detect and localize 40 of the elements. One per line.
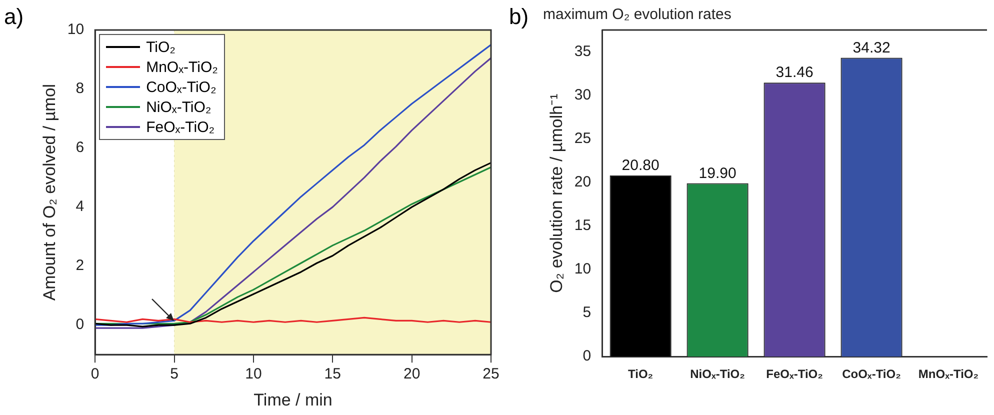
y-tick-label: 20 bbox=[574, 174, 592, 191]
y-tick-label: 10 bbox=[574, 260, 592, 278]
text: b) bbox=[509, 4, 529, 30]
y-tick-label: 4 bbox=[76, 198, 84, 216]
legend-label: MnOₓ-TiO₂ bbox=[146, 58, 218, 76]
data-label: 34.32 bbox=[852, 39, 890, 56]
legend-label: CoOₓ-TiO₂ bbox=[146, 78, 216, 96]
legend-label: TiO₂ bbox=[146, 38, 176, 56]
text: a) bbox=[4, 4, 24, 30]
y-tick-label: 6 bbox=[76, 139, 84, 156]
x-axis-title: Time / min bbox=[254, 390, 332, 410]
legend-label: NiOₓ-TiO₂ bbox=[146, 98, 212, 116]
x-tick-label: 15 bbox=[324, 366, 341, 383]
x-tick-label: 10 bbox=[245, 366, 262, 383]
x-tick-label: 5 bbox=[170, 366, 178, 383]
x-tick-label: CoOₓ-TiO₂ bbox=[842, 367, 901, 382]
x-tick-label: MnOₓ-TiO₂ bbox=[918, 367, 979, 382]
legend-label: FeOₓ-TiO₂ bbox=[146, 118, 215, 136]
y-axis-title: Amount of O₂ evolved / µmol bbox=[40, 84, 59, 301]
y-tick-label: 15 bbox=[574, 217, 592, 234]
data-label: 31.46 bbox=[776, 64, 814, 82]
x-tick-label: 25 bbox=[482, 366, 500, 383]
y-tick-label: 35 bbox=[574, 42, 592, 60]
y-tick-label: 25 bbox=[574, 130, 592, 148]
y-tick-label: 0 bbox=[582, 348, 592, 365]
x-tick-label: TiO₂ bbox=[628, 367, 654, 382]
y-axis-title: O₂ evolution rate / µmolh⁻¹ bbox=[546, 93, 566, 293]
y-tick-label: 30 bbox=[574, 86, 592, 104]
x-tick-label: NiOₓ-TiO₂ bbox=[690, 367, 745, 382]
x-tick-label: FeOₓ-TiO₂ bbox=[766, 367, 823, 382]
x-tick-label: 20 bbox=[403, 366, 420, 383]
y-tick-label: 5 bbox=[582, 304, 592, 322]
y-tick-label: 8 bbox=[76, 80, 84, 98]
y-tick-label: 0 bbox=[76, 316, 84, 334]
y-tick-label: 10 bbox=[67, 21, 84, 38]
x-tick-label: 0 bbox=[90, 366, 100, 383]
chart-title: maximum O₂ evolution rates bbox=[543, 6, 732, 24]
data-label: 19.90 bbox=[698, 164, 736, 182]
y-tick-label: 2 bbox=[76, 257, 84, 274]
data-label: 20.80 bbox=[622, 157, 660, 174]
